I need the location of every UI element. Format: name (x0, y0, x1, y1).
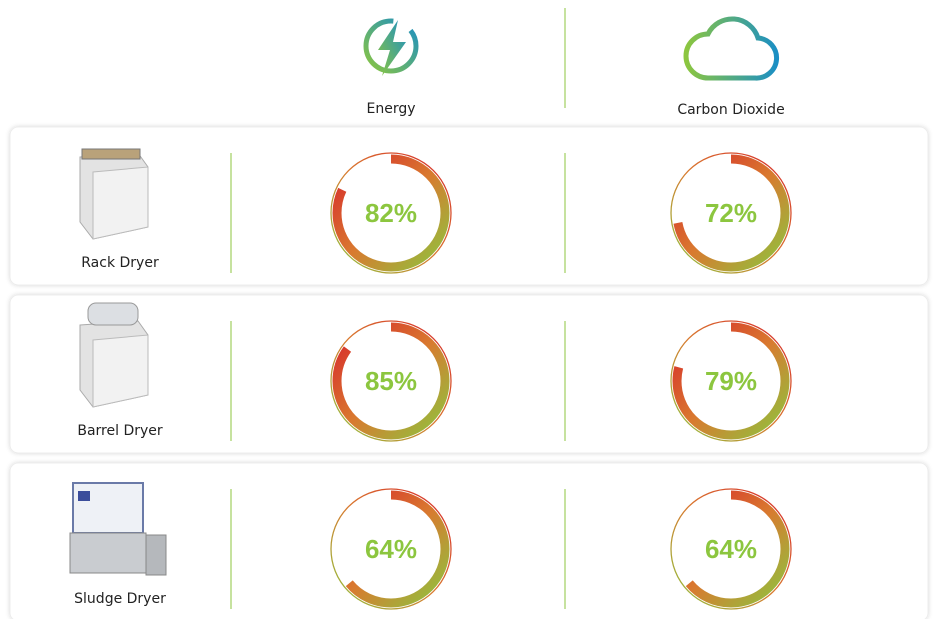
dryer-row: Sludge Dryer 64% 64% (10, 463, 928, 619)
cloud-icon (686, 19, 777, 78)
dryer-row: Barrel Dryer 85% 79% (10, 295, 928, 453)
gauge-value: 64% (705, 534, 757, 564)
machine-part (93, 167, 148, 239)
gauge-value: 79% (705, 366, 757, 396)
gauge-value: 85% (365, 366, 417, 396)
machine-part (82, 149, 140, 159)
gauge-value: 72% (705, 198, 757, 228)
product-image (80, 149, 148, 239)
machine-part (73, 483, 143, 533)
dryer-row: Rack Dryer 82% 72% (10, 127, 928, 285)
machine-part (70, 533, 146, 573)
comparison-panel: Energy Carbon Dioxide Rack Dryer 82% 72% Ba… (0, 0, 935, 619)
product-image (80, 303, 148, 407)
machine-part (78, 491, 90, 501)
row-label: Sludge Dryer (74, 591, 166, 607)
machine-part (88, 303, 138, 325)
row-label: Barrel Dryer (77, 423, 163, 439)
energy-icon (366, 20, 416, 76)
gauge-value: 82% (365, 198, 417, 228)
machine-part (146, 535, 166, 575)
page: Energy Carbon Dioxide Rack Dryer 82% 72% Ba… (0, 0, 935, 619)
column-header: Energy (366, 101, 415, 117)
row-label: Rack Dryer (81, 255, 159, 271)
gauge-value: 64% (365, 534, 417, 564)
column-header: Carbon Dioxide (677, 102, 784, 118)
machine-part (93, 335, 148, 407)
